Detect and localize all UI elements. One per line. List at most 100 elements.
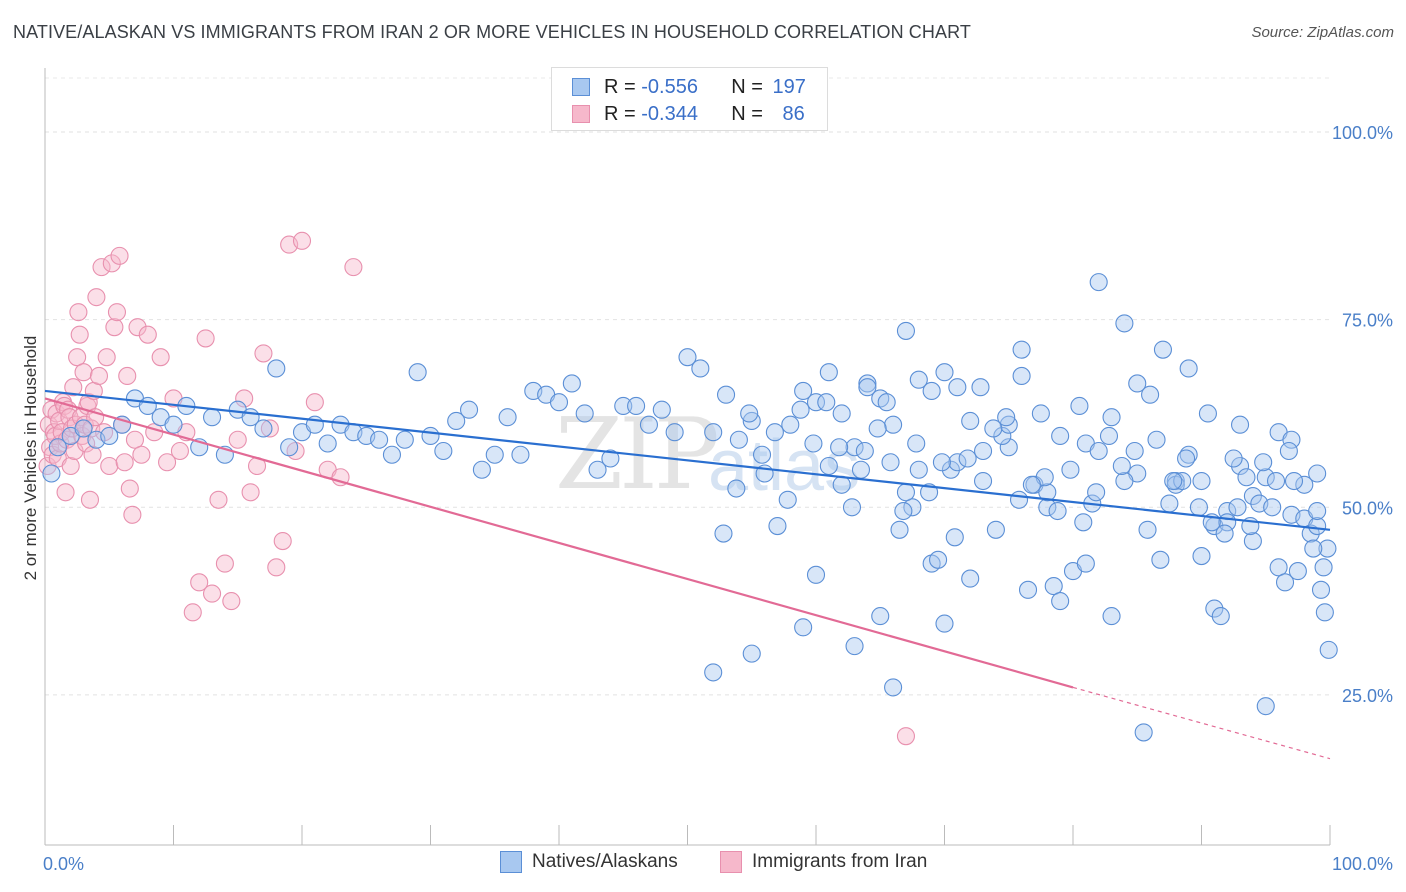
source-label: Source: ZipAtlas.com — [1251, 24, 1394, 41]
point-natives — [1205, 599, 1224, 618]
point-natives — [806, 393, 826, 412]
series-immigrants-from-iran — [38, 231, 916, 746]
point-natives — [999, 438, 1018, 457]
point-iran — [254, 344, 273, 363]
point-iran — [118, 366, 137, 385]
point-natives — [1102, 607, 1121, 626]
point-natives — [1134, 723, 1153, 742]
legend-row-natives: R = -0.556 N = 197 — [572, 74, 806, 100]
point-natives — [1102, 408, 1121, 427]
point-iran — [196, 329, 215, 348]
point-iran — [97, 348, 116, 367]
point-natives — [716, 385, 736, 404]
point-natives — [984, 419, 1003, 438]
point-natives — [1070, 396, 1089, 416]
point-natives — [1022, 475, 1041, 494]
point-natives — [817, 393, 836, 412]
point-natives — [1308, 501, 1327, 521]
point-iran — [115, 453, 134, 472]
point-natives — [1115, 314, 1134, 333]
point-natives — [729, 430, 748, 449]
y-tick-label: 75.0% — [1342, 311, 1393, 331]
point-natives — [855, 441, 874, 461]
point-natives — [884, 678, 903, 697]
y-tick-label: 100.0% — [1332, 123, 1393, 143]
point-natives — [842, 498, 862, 517]
point-natives — [1160, 494, 1179, 513]
point-natives — [434, 441, 453, 461]
point-natives — [714, 524, 733, 543]
point-natives — [1012, 340, 1031, 359]
point-natives — [1115, 471, 1134, 491]
point-natives — [806, 565, 826, 584]
axes — [44, 68, 1331, 846]
y-tick-label: 25.0% — [1342, 686, 1393, 706]
point-iran — [235, 389, 254, 408]
point-natives — [1153, 340, 1172, 359]
point-natives — [1048, 501, 1067, 521]
point-natives — [1038, 483, 1057, 502]
point-natives — [871, 607, 890, 626]
point-natives — [1318, 539, 1337, 558]
point-iran — [100, 456, 119, 476]
point-iran — [896, 727, 916, 746]
point-natives — [164, 415, 183, 434]
point-natives — [704, 663, 723, 682]
legend-r-label: R = — [604, 75, 642, 98]
point-iran — [138, 325, 157, 344]
point-natives — [830, 438, 849, 457]
point-natives — [740, 404, 759, 423]
point-natives — [678, 348, 697, 367]
point-natives — [511, 445, 530, 464]
point-iran — [222, 592, 241, 611]
point-natives — [999, 415, 1018, 434]
y-axis-title: 2 or more Vehicles in Household — [21, 336, 40, 581]
point-natives — [1263, 498, 1282, 517]
point-iran — [344, 258, 363, 277]
point-natives — [485, 445, 504, 464]
point-natives — [1151, 550, 1170, 569]
point-natives — [877, 393, 896, 412]
point-natives — [1319, 640, 1338, 659]
point-natives — [929, 550, 948, 569]
point-iran — [70, 325, 89, 344]
point-natives — [1076, 554, 1095, 573]
point-iran — [151, 348, 170, 367]
point-natives — [665, 423, 684, 442]
point-natives — [1051, 426, 1070, 446]
point-iran — [89, 366, 109, 385]
point-natives — [408, 363, 427, 382]
point-iran — [158, 453, 177, 472]
point-iran — [105, 318, 124, 337]
point-natives — [890, 520, 909, 539]
point-natives — [1009, 490, 1029, 509]
point-iran — [203, 584, 222, 603]
bottom-legend-label-iran: Immigrants from Iran — [752, 851, 928, 872]
point-iran — [83, 445, 102, 464]
point-natives — [1138, 520, 1157, 539]
bottom-legend-swatch-pink — [720, 851, 742, 873]
bottom-legend-swatch-blue — [500, 851, 522, 873]
point-natives — [1125, 441, 1144, 461]
point-natives — [1089, 441, 1108, 461]
point-iran — [267, 558, 286, 577]
legend-n-value: 86 — [782, 102, 805, 125]
point-iran — [209, 490, 228, 509]
point-natives — [1141, 385, 1160, 404]
point-natives — [896, 483, 916, 502]
point-natives — [961, 411, 980, 431]
point-natives — [819, 363, 838, 382]
point-iran — [61, 456, 80, 476]
point-natives — [1308, 516, 1327, 536]
point-natives — [794, 618, 813, 637]
x-tick-label-min: 0.0% — [43, 854, 84, 874]
point-natives — [382, 445, 402, 464]
point-natives — [1012, 366, 1031, 385]
point-natives — [1147, 430, 1166, 449]
point-natives — [652, 400, 671, 419]
point-iran — [107, 303, 127, 322]
tick-labels: 100.0% 75.0% 50.0% 25.0% 0.0% 100.0% — [43, 123, 1393, 874]
point-natives — [1192, 547, 1211, 566]
point-natives — [472, 460, 491, 479]
point-iran — [145, 423, 164, 442]
